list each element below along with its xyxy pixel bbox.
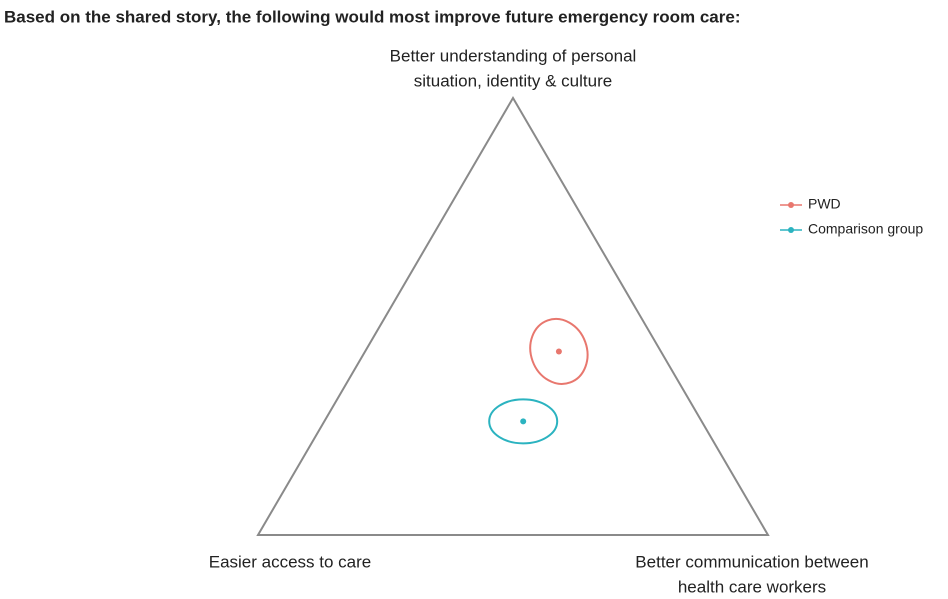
chart-title: Based on the shared story, the following… [4, 7, 741, 26]
confidence-region [488, 398, 559, 445]
corner-label: Better understanding of personal [390, 46, 637, 65]
corner-label: health care workers [678, 577, 826, 596]
legend-dot [788, 227, 794, 233]
mean-point [555, 348, 562, 355]
legend-label: Comparison group [808, 221, 923, 237]
mean-point [520, 418, 527, 425]
corner-label: Easier access to care [209, 552, 372, 571]
confidence-region [529, 318, 589, 385]
legend-dot [788, 202, 794, 208]
corner-label: Better communication between [635, 552, 868, 571]
legend-label: PWD [808, 196, 841, 212]
triangle-frame [256, 96, 770, 536]
corner-label: situation, identity & culture [414, 71, 612, 90]
